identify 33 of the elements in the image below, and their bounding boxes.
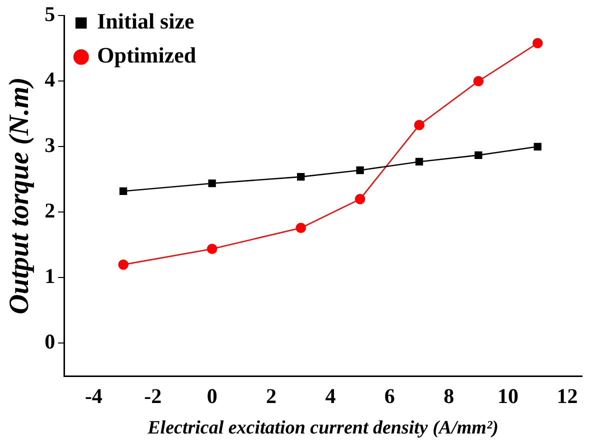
legend-label: Initial size (97, 8, 194, 34)
y-tick-label: 0 (44, 330, 56, 354)
legend-label: Optimized (97, 42, 196, 68)
point (118, 259, 128, 270)
y-tick-label: 4 (44, 68, 56, 92)
point (297, 172, 305, 181)
point (415, 158, 424, 166)
point (208, 180, 216, 188)
point (414, 120, 424, 130)
point (354, 194, 366, 204)
y-axis-title: Output torque (N.m) (4, 77, 36, 314)
x-axis-title: Electrical excitation current density (A/mm²) (146, 418, 498, 439)
point (474, 151, 482, 160)
x-tick-label: -4 (84, 384, 103, 408)
point (532, 38, 543, 48)
x-tick-label: 4 (325, 384, 336, 408)
x-tick-label: -2 (144, 384, 162, 408)
point (534, 142, 542, 150)
point (119, 187, 128, 196)
y-tick-label: 5 (44, 2, 56, 26)
x-tick-label: 6 (384, 384, 395, 408)
point (473, 76, 484, 86)
x-tick-label: 2 (266, 384, 277, 408)
point (206, 244, 218, 254)
y-tick-label: 1 (44, 264, 56, 288)
point (296, 222, 306, 234)
x-tick-label: 12 (556, 384, 578, 408)
y-tick-label: 2 (44, 198, 56, 223)
x-tick-label: 10 (498, 384, 519, 408)
point (356, 166, 364, 174)
x-tick-label: 0 (206, 384, 218, 408)
x-tick-label: 8 (444, 384, 454, 408)
y-tick-label: 3 (44, 133, 56, 158)
